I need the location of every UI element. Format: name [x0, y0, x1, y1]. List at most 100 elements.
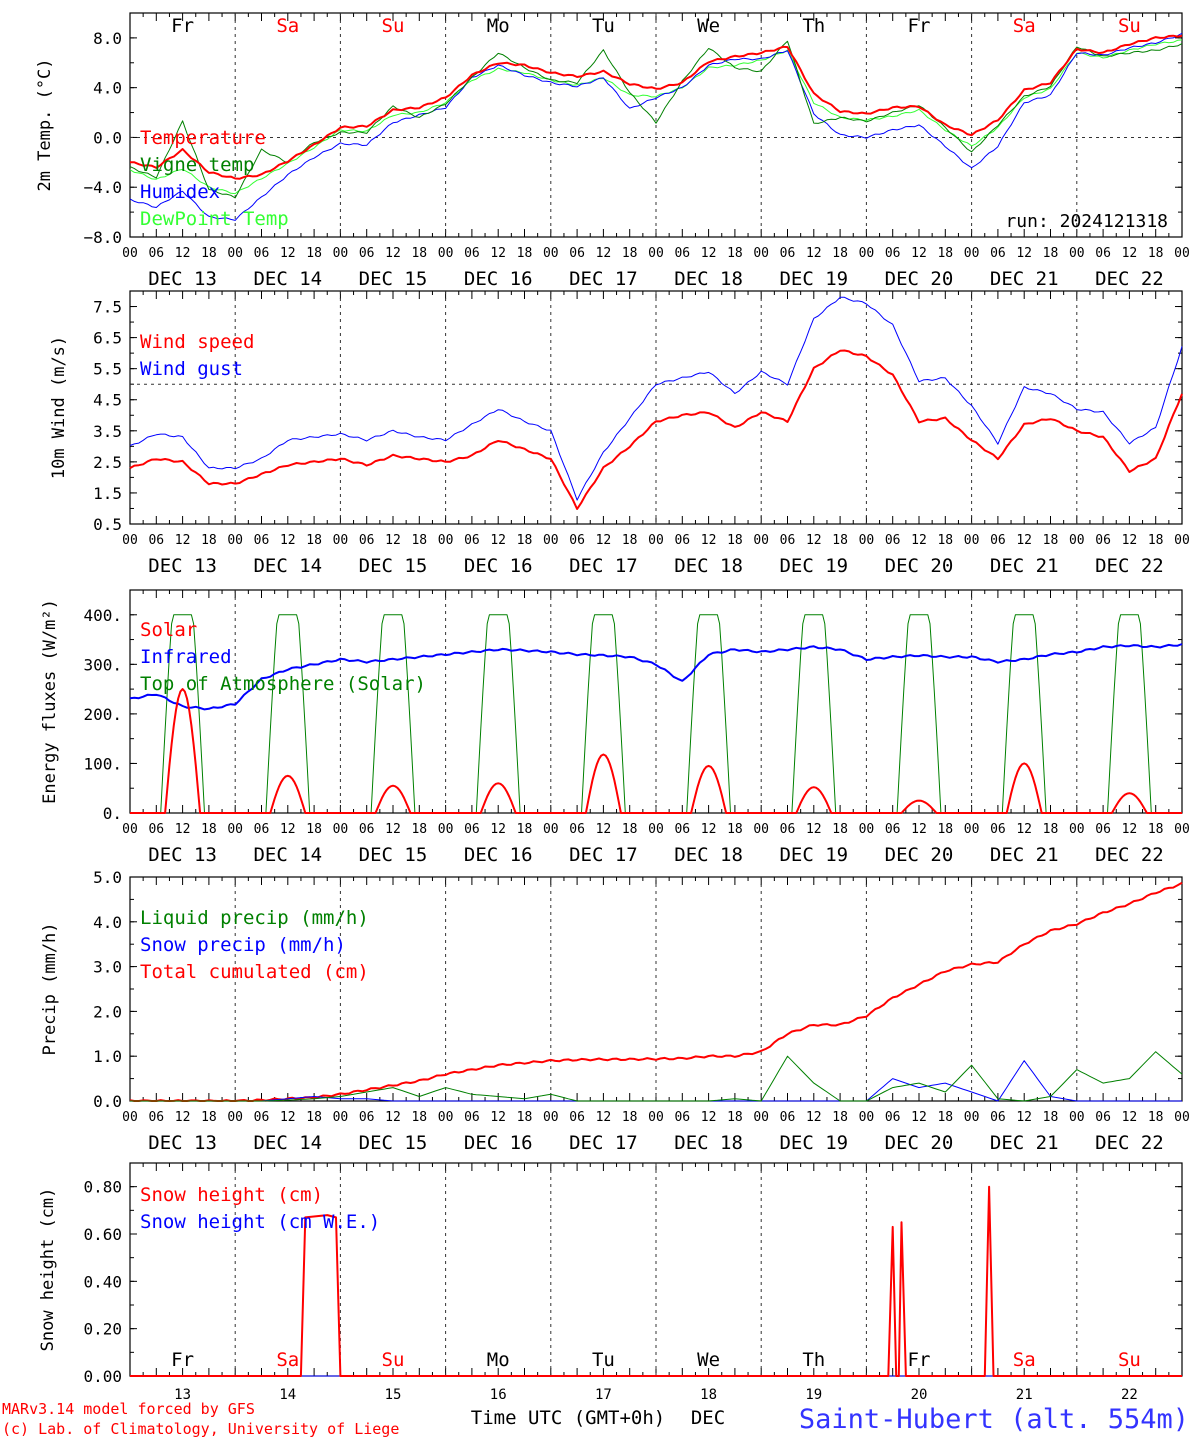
legend-entry: Snow height (cm)	[140, 1184, 323, 1206]
y-tick-label: 1.0	[93, 1047, 122, 1066]
series-line-infrared	[129, 643, 1183, 711]
series-line-solar	[130, 688, 1182, 814]
hour-tick-label: 12	[596, 533, 612, 548]
date-label: DEC 16	[464, 1132, 533, 1154]
hour-tick-label: 00	[859, 1110, 875, 1125]
hour-tick-label: 18	[832, 822, 848, 837]
hour-tick-label: 06	[148, 822, 164, 837]
hour-tick-label: 06	[254, 533, 270, 548]
copyright-credit: (c) Lab. of Climatology, University of L…	[2, 1420, 399, 1438]
y-tick-label: −8.0	[83, 228, 122, 247]
hour-tick-label: 00	[227, 533, 243, 548]
hour-tick-label: 06	[359, 533, 375, 548]
y-tick-label: 1.5	[93, 484, 122, 503]
hour-tick-label: 18	[937, 1110, 953, 1125]
hour-tick-label: 06	[1095, 533, 1111, 548]
hour-tick-label: 18	[1148, 246, 1164, 261]
hour-tick-label: 12	[596, 1110, 612, 1125]
date-label: DEC 20	[885, 555, 954, 577]
date-label: DEC 18	[674, 555, 743, 577]
hour-tick-label: 06	[990, 533, 1006, 548]
hour-tick-label: 18	[937, 246, 953, 261]
hour-tick-label: 00	[122, 1110, 138, 1125]
hour-tick-label: 12	[490, 533, 506, 548]
hour-tick-label: 12	[1016, 246, 1032, 261]
hour-tick-label: 00	[543, 822, 559, 837]
hour-tick-label: 00	[333, 1110, 349, 1125]
hour-tick-label: 06	[780, 822, 796, 837]
hour-tick-label: 12	[911, 1110, 927, 1125]
hour-tick-label: 12	[701, 1110, 717, 1125]
y-tick-label: 4.5	[93, 391, 122, 410]
y-tick-label: 0.5	[93, 515, 122, 534]
hour-tick-label: 00	[753, 246, 769, 261]
date-label: DEC 17	[569, 555, 638, 577]
y-axis-label: Precip (mm/h)	[40, 922, 60, 1055]
day-number-label: 14	[279, 1387, 296, 1403]
legend-entry: Top of Atmosphere (Solar)	[140, 673, 426, 695]
hour-tick-label: 00	[753, 533, 769, 548]
weekday-label: Mo	[487, 1349, 510, 1371]
hour-tick-label: 00	[438, 822, 454, 837]
date-label: DEC 14	[253, 555, 322, 577]
hour-tick-label: 00	[438, 533, 454, 548]
y-tick-label: −4.0	[83, 178, 122, 197]
hour-tick-label: 18	[727, 246, 743, 261]
hour-tick-label: 18	[1148, 822, 1164, 837]
date-label: DEC 22	[1095, 844, 1164, 866]
day-number-label: 13	[174, 1387, 191, 1403]
day-number-label: 18	[700, 1387, 717, 1403]
hour-tick-label: 18	[411, 822, 427, 837]
y-axis-label: Snow height (cm)	[38, 1188, 58, 1352]
y-tick-label: 0.60	[83, 1225, 122, 1244]
weekday-label: Su	[1118, 1349, 1141, 1371]
legend-entry: Wind gust	[140, 358, 243, 380]
legend-entry: Solar	[140, 619, 197, 641]
hour-tick-label: 18	[201, 1110, 217, 1125]
hour-tick-label: 00	[122, 246, 138, 261]
series-line-wind-gust	[129, 296, 1183, 501]
hour-tick-label: 00	[543, 1110, 559, 1125]
date-label: DEC 14	[253, 844, 322, 866]
hour-tick-label: 06	[674, 533, 690, 548]
hour-tick-label: 06	[780, 1110, 796, 1125]
hour-tick-label: 12	[175, 246, 191, 261]
hour-tick-label: 18	[622, 1110, 638, 1125]
hour-tick-label: 12	[1016, 533, 1032, 548]
weekday-label: Fr	[908, 15, 931, 37]
date-label: DEC 22	[1095, 555, 1164, 577]
weekday-label: Su	[382, 15, 405, 37]
hour-tick-label: 06	[148, 1110, 164, 1125]
hour-tick-label: 06	[1095, 1110, 1111, 1125]
weekday-label: Th	[802, 15, 825, 37]
y-tick-label: 4.0	[93, 913, 122, 932]
hour-tick-label: 06	[569, 822, 585, 837]
hour-tick-label: 00	[1174, 1110, 1190, 1125]
hour-tick-label: 00	[648, 246, 664, 261]
y-tick-label: 100.	[83, 754, 122, 773]
y-tick-label: 8.0	[93, 29, 122, 48]
hour-tick-label: 12	[1122, 533, 1138, 548]
hour-tick-label: 06	[569, 1110, 585, 1125]
hour-tick-label: 12	[806, 533, 822, 548]
hour-tick-label: 00	[964, 822, 980, 837]
hour-tick-label: 18	[1043, 822, 1059, 837]
date-label: DEC 15	[359, 1132, 428, 1154]
hour-tick-label: 06	[464, 1110, 480, 1125]
date-label: DEC 21	[990, 1132, 1059, 1154]
hour-tick-label: 18	[727, 533, 743, 548]
legend-entry: Liquid precip (mm/h)	[140, 907, 369, 929]
hour-tick-label: 18	[517, 533, 533, 548]
hour-tick-label: 00	[122, 822, 138, 837]
hour-tick-label: 00	[753, 1110, 769, 1125]
hour-tick-label: 06	[359, 822, 375, 837]
hour-tick-label: 12	[490, 246, 506, 261]
hour-tick-label: 00	[333, 246, 349, 261]
date-label: DEC 21	[990, 555, 1059, 577]
date-label: DEC 16	[464, 268, 533, 290]
date-label: DEC 15	[359, 844, 428, 866]
y-tick-label: 0.0	[93, 128, 122, 147]
y-tick-label: 0.	[103, 804, 122, 823]
hour-tick-label: 00	[859, 246, 875, 261]
date-label: DEC 19	[779, 268, 848, 290]
